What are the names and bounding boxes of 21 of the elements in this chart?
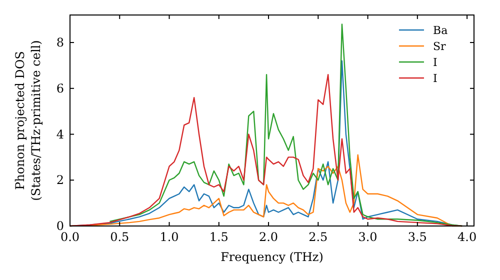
x-tick-label: 3.5 bbox=[408, 230, 427, 244]
y-tick-label: 2 bbox=[56, 173, 64, 188]
y-tick-label: 6 bbox=[56, 81, 64, 96]
y-tick-label: 4 bbox=[56, 127, 64, 142]
x-tick-label: 2.0 bbox=[258, 230, 278, 244]
line-series bbox=[109, 24, 463, 227]
x-tick-label: 1.5 bbox=[209, 230, 228, 244]
x-axis-title: Frequency (THz) bbox=[220, 250, 324, 264]
y-tick-label: 8 bbox=[56, 36, 64, 50]
x-tick-label: 3.0 bbox=[358, 230, 378, 244]
x-tick-label: 1.0 bbox=[160, 230, 179, 244]
x-tick-label: 2.5 bbox=[308, 230, 328, 244]
x-tick-label: 0.5 bbox=[110, 230, 130, 244]
x-tick-label: 0.0 bbox=[60, 230, 80, 244]
legend-label: Sr bbox=[433, 40, 447, 53]
legend-label: I bbox=[433, 56, 438, 69]
x-tick-label: 4.0 bbox=[458, 230, 477, 244]
y-tick-label: 0 bbox=[56, 219, 64, 233]
legend-label: I bbox=[433, 72, 438, 85]
y-axis-title: Phonon projected DOS (States/THz·primitive cell) bbox=[13, 40, 43, 201]
legend-label: Ba bbox=[433, 24, 448, 37]
